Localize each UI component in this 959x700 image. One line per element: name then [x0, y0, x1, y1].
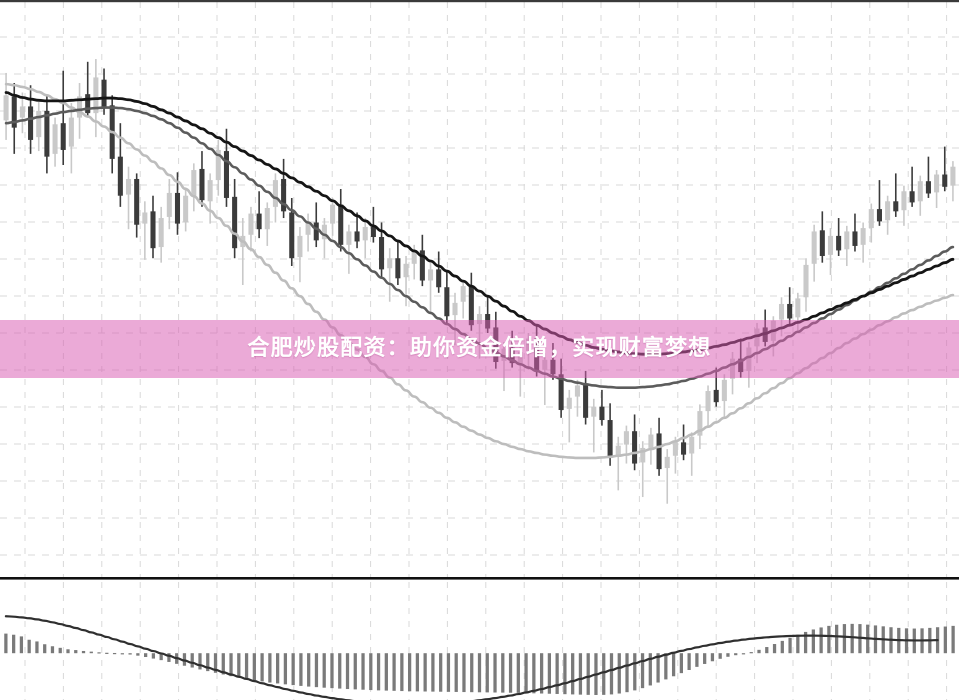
promo-banner-text: 合肥炒股配资：助你资金倍增，实现财富梦想: [247, 336, 712, 361]
promo-banner[interactable]: 合肥炒股配资：助你资金倍增，实现财富梦想: [0, 320, 959, 378]
panel-divider-line: [0, 577, 959, 580]
macd-signal-line: [4, 615, 939, 700]
top-border: [0, 0, 959, 3]
